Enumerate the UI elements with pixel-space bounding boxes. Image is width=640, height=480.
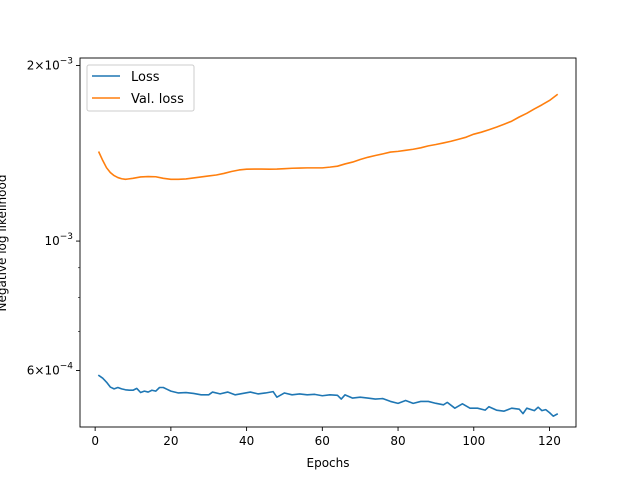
- x-tick-label: 80: [390, 434, 405, 448]
- x-tick-label: 100: [462, 434, 485, 448]
- axes: 0 20 40 60 80 100 120 2×10−3 10−3 6×10−4: [27, 56, 577, 448]
- series-line-2: [97, 93, 559, 181]
- series-line-1: [97, 374, 559, 417]
- x-tick-label: 0: [91, 434, 99, 448]
- y-axis-label: Negative log likelihood: [0, 175, 9, 312]
- legend-label: Val. loss: [131, 92, 184, 107]
- x-axis-label: Epochs: [307, 456, 350, 470]
- x-tick-label: 120: [538, 434, 561, 448]
- axes-frame: [79, 57, 577, 428]
- x-tick-label: 60: [315, 434, 330, 448]
- y-tick-label: 2×10−3: [27, 56, 73, 72]
- x-tick-label: 20: [163, 434, 178, 448]
- legend: Loss Val. loss: [86, 64, 195, 112]
- y-tick-label: 10−3: [44, 232, 73, 248]
- plot-area: [97, 93, 559, 417]
- y-tick-label: 6×10−4: [27, 361, 74, 377]
- legend-label: Loss: [131, 70, 160, 85]
- x-tick-label: 40: [239, 434, 254, 448]
